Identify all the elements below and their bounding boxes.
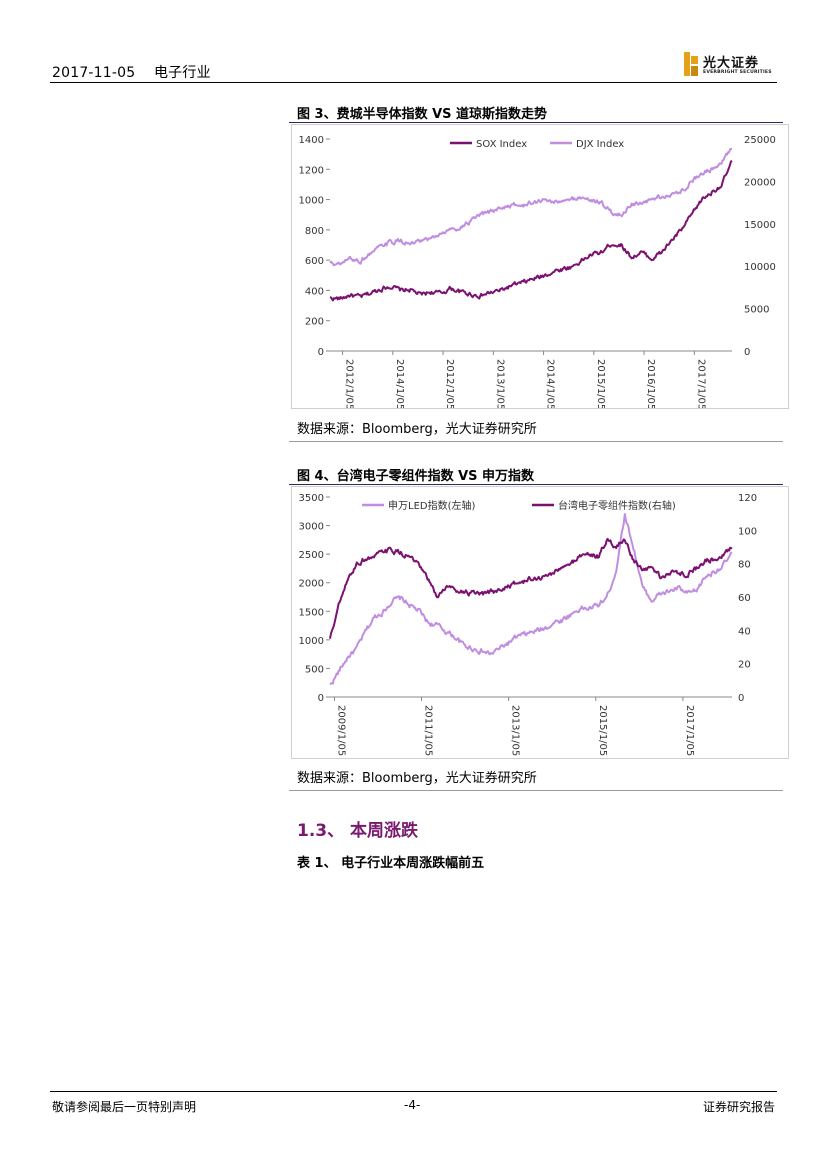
left-tick-label: 2000 xyxy=(299,579,324,590)
x-tick-label: 2015/1/05 xyxy=(595,359,606,408)
figure4-title: 图 4、台湾电子零组件指数 VS 申万指数 xyxy=(297,469,535,484)
left-tick-label: 400 xyxy=(305,286,324,297)
x-tick-label: 2017/1/05 xyxy=(684,705,695,756)
x-tick-label: 2009/1/05 xyxy=(335,705,346,756)
series-line-right xyxy=(329,147,733,267)
series-line-left xyxy=(329,159,733,302)
table1-title: 表 1、 电子行业本周涨跌幅前五 xyxy=(297,856,485,871)
report-date-and-industry: 2017-11-05 电子行业 xyxy=(52,62,211,82)
footer-rule xyxy=(50,1091,777,1092)
x-tick-label: 2014/1/05 xyxy=(394,359,405,408)
right-tick-label: 20 xyxy=(738,660,751,671)
x-tick-label: 2013/1/05 xyxy=(494,359,505,408)
right-tick-label: 10000 xyxy=(744,262,776,273)
left-tick-label: 0 xyxy=(318,693,324,704)
left-tick-label: 3000 xyxy=(299,522,324,533)
legend-label: DJX Index xyxy=(576,139,624,150)
left-tick-label: 1000 xyxy=(299,636,324,647)
legend-label: SOX Index xyxy=(476,139,527,150)
x-tick-label: 2014/1/05 xyxy=(545,359,556,408)
x-tick-label: 2011/1/05 xyxy=(423,705,434,756)
right-tick-label: 20000 xyxy=(744,177,776,188)
right-tick-label: 0 xyxy=(738,693,744,704)
left-tick-label: 1000 xyxy=(299,196,324,207)
x-tick-label: 2012/1/05 xyxy=(344,359,355,408)
x-tick-label: 2017/1/05 xyxy=(695,359,706,408)
right-tick-label: 100 xyxy=(738,526,757,537)
left-tick-label: 500 xyxy=(305,664,324,675)
legend-label: 台湾电子零组件指数(右轴) xyxy=(558,499,676,512)
x-tick-label: 2015/1/05 xyxy=(597,705,608,756)
logo-mark-icon xyxy=(684,52,698,76)
x-tick-label: 2016/1/05 xyxy=(645,359,656,408)
series-line-left xyxy=(329,513,733,686)
figure4-chart: 0 500 1000 1500 2000 2500 3000 3500 0 20 40 60 80 100… xyxy=(291,486,789,759)
left-tick-label: 600 xyxy=(305,256,324,267)
figure3-title-rule xyxy=(289,122,783,123)
left-tick-label: 200 xyxy=(305,317,324,328)
right-tick-label: 0 xyxy=(744,347,750,358)
everbright-logo: 光大证券 EVERBRIGHT SECURITIES xyxy=(684,52,778,78)
figure4-source: 数据来源：Bloomberg，光大证券研究所 xyxy=(297,771,537,786)
report-date: 2017-11-05 xyxy=(52,65,136,81)
footer-disclaimer: 敬请参阅最后一页特别声明 xyxy=(52,1100,197,1114)
section-heading: 1.3、 本周涨跌 xyxy=(297,821,419,841)
page-number: -4- xyxy=(404,1098,421,1112)
left-tick-label: 800 xyxy=(305,226,324,237)
logo-text-cn: 光大证券 xyxy=(703,56,760,71)
right-tick-label: 5000 xyxy=(744,305,769,316)
x-tick-label: 2013/1/05 xyxy=(510,705,521,756)
right-tick-label: 60 xyxy=(738,593,751,604)
left-tick-label: 1200 xyxy=(299,165,324,176)
left-tick-label: 1400 xyxy=(299,135,324,146)
left-tick-label: 0 xyxy=(318,347,324,358)
header-rule xyxy=(50,82,777,83)
logo-text-en: EVERBRIGHT SECURITIES xyxy=(703,70,772,75)
x-tick-label: 2012/1/05 xyxy=(444,359,455,408)
figure3-source-rule xyxy=(289,441,783,442)
figure3-source: 数据来源：Bloomberg，光大证券研究所 xyxy=(297,422,537,437)
footer-report-type: 证券研究报告 xyxy=(703,1100,776,1114)
figure3-svg: 0 200 400 600 800 1000 1200 1400 0 5000 10000 15000… xyxy=(299,135,776,408)
left-tick-label: 3500 xyxy=(299,493,324,504)
figure4-svg: 0 500 1000 1500 2000 2500 3000 3500 0 20 40 60 80 100… xyxy=(299,493,758,756)
left-tick-label: 2500 xyxy=(299,550,324,561)
right-tick-label: 25000 xyxy=(744,135,776,146)
figure3-title: 图 3、费城半导体指数 VS 道琼斯指数走势 xyxy=(297,107,548,122)
figure4-title-rule xyxy=(289,484,783,485)
right-tick-label: 40 xyxy=(738,626,751,637)
legend-label: 申万LED指数(左轴) xyxy=(388,499,475,512)
right-tick-label: 120 xyxy=(738,493,757,504)
figure4-source-rule xyxy=(289,790,783,791)
industry-label: 电子行业 xyxy=(153,65,211,81)
series-line-right xyxy=(329,537,733,639)
right-tick-label: 80 xyxy=(738,560,751,571)
left-tick-label: 1500 xyxy=(299,607,324,618)
figure3-chart: 0 200 400 600 800 1000 1200 1400 0 5000 10000 15000… xyxy=(291,124,789,409)
right-tick-label: 15000 xyxy=(744,220,776,231)
